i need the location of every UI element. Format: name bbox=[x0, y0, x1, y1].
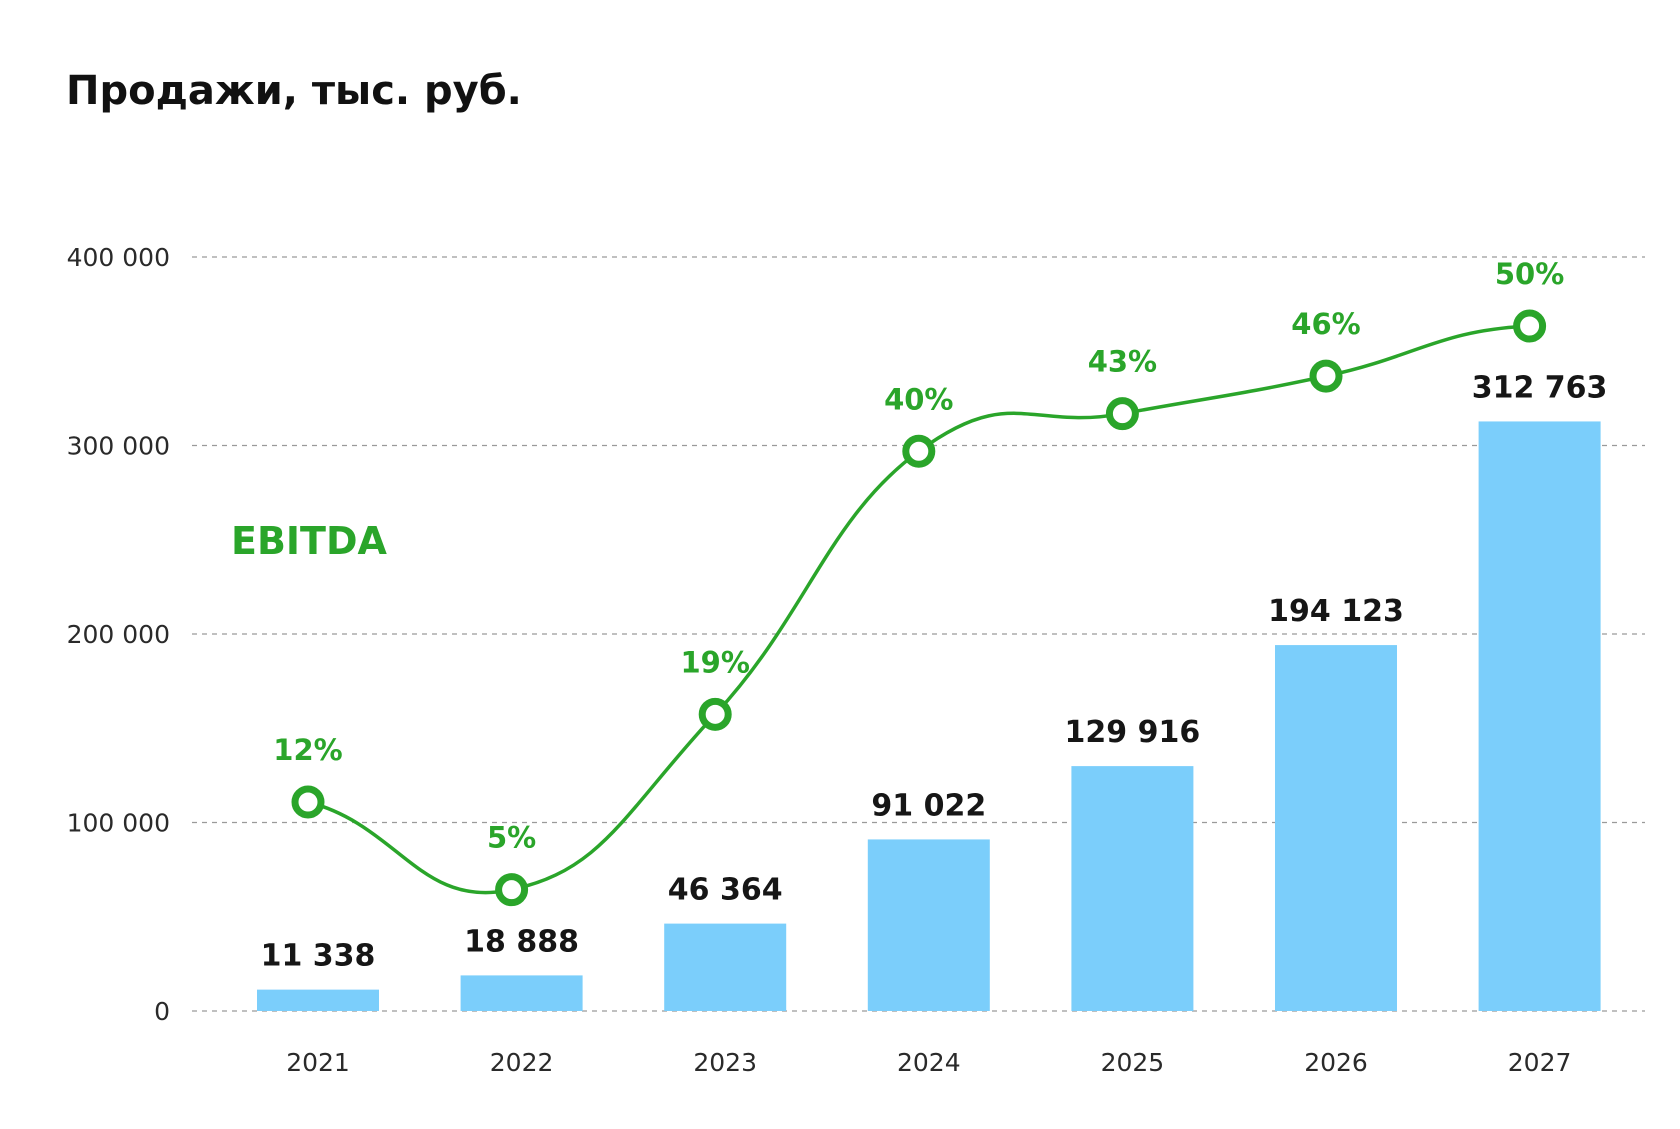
x-tick-label: 2027 bbox=[1508, 1048, 1572, 1077]
x-tick-label: 2022 bbox=[490, 1048, 554, 1077]
labels: 0 100 000 200 000 300 000 400 000 11 338 2021 1… bbox=[67, 243, 1608, 1077]
bar-value-label: 194 123 bbox=[1268, 594, 1404, 629]
x-tick-label: 2024 bbox=[897, 1048, 961, 1077]
ebitda-point bbox=[495, 873, 529, 907]
ebitda-pct-label: 50% bbox=[1495, 257, 1564, 291]
x-tick-label: 2026 bbox=[1304, 1048, 1368, 1077]
ebitda-point bbox=[698, 697, 732, 731]
x-tick-label: 2021 bbox=[286, 1048, 350, 1077]
bar bbox=[460, 975, 583, 1011]
ebitda-pct-label: 40% bbox=[884, 382, 953, 416]
ebitda-point bbox=[902, 434, 936, 468]
y-tick-label: 200 000 bbox=[67, 620, 170, 649]
bars bbox=[257, 421, 1601, 1011]
bar bbox=[867, 839, 990, 1011]
ebitda-pct-label: 5% bbox=[487, 821, 536, 855]
x-tick-label: 2025 bbox=[1101, 1048, 1165, 1077]
bar bbox=[257, 989, 379, 1011]
x-tick-label: 2023 bbox=[693, 1048, 757, 1077]
bar bbox=[664, 923, 787, 1011]
y-tick-label: 100 000 bbox=[67, 809, 170, 838]
ebitda-pct-label: 46% bbox=[1291, 307, 1360, 341]
ebitda-point bbox=[291, 785, 325, 819]
ebitda-pct-label: 43% bbox=[1088, 345, 1157, 379]
y-tick-label: 300 000 bbox=[67, 432, 170, 461]
bar bbox=[1275, 645, 1397, 1011]
bar bbox=[1071, 766, 1194, 1011]
chart-title: Продажи, тыс. руб. bbox=[66, 68, 522, 114]
ebitda-series-label: EBITDA bbox=[231, 519, 388, 563]
ebitda-line-layer bbox=[291, 309, 1547, 907]
ebitda-pct-label: 19% bbox=[680, 645, 749, 679]
bar bbox=[1478, 421, 1601, 1011]
ebitda-point bbox=[1513, 309, 1547, 343]
bar-value-label: 11 338 bbox=[261, 939, 376, 974]
bar-value-label: 91 022 bbox=[871, 788, 986, 823]
y-tick-label: 400 000 bbox=[67, 243, 170, 272]
ebitda-point bbox=[1105, 397, 1139, 431]
bar-value-label: 18 888 bbox=[464, 924, 579, 959]
bar-value-label: 312 763 bbox=[1472, 370, 1608, 405]
ebitda-point bbox=[1309, 359, 1343, 393]
ebitda-pct-label: 12% bbox=[273, 733, 342, 767]
bar-value-label: 129 916 bbox=[1065, 715, 1201, 750]
bar-value-label: 46 364 bbox=[668, 873, 783, 908]
gridlines bbox=[192, 256, 1645, 1012]
y-tick-label: 0 bbox=[154, 997, 170, 1026]
